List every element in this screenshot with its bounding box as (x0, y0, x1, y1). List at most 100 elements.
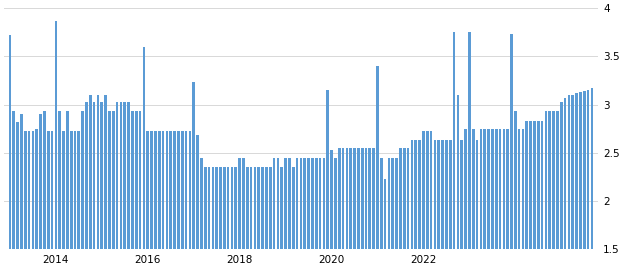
Bar (510, 34, 513, 269)
Bar (93, 102, 95, 269)
Bar (563, 98, 567, 269)
Bar (169, 131, 172, 269)
Bar (265, 167, 268, 269)
Bar (376, 66, 379, 269)
Bar (100, 102, 103, 269)
Bar (219, 167, 222, 269)
Bar (346, 148, 348, 269)
Bar (506, 129, 509, 269)
Bar (238, 158, 241, 269)
Bar (560, 102, 563, 269)
Bar (154, 131, 157, 269)
Bar (399, 148, 402, 269)
Bar (285, 158, 287, 269)
Bar (414, 140, 417, 269)
Bar (269, 167, 271, 269)
Bar (437, 140, 440, 269)
Bar (223, 167, 226, 269)
Bar (131, 111, 134, 269)
Bar (388, 158, 391, 269)
Bar (36, 129, 38, 269)
Bar (158, 131, 160, 269)
Bar (70, 131, 72, 269)
Bar (303, 158, 306, 269)
Bar (165, 131, 168, 269)
Bar (188, 131, 191, 269)
Bar (120, 102, 122, 269)
Bar (464, 129, 467, 269)
Bar (173, 131, 176, 269)
Bar (12, 111, 15, 269)
Bar (200, 158, 203, 269)
Bar (258, 167, 260, 269)
Bar (300, 158, 302, 269)
Bar (307, 158, 310, 269)
Bar (108, 111, 111, 269)
Bar (51, 131, 54, 269)
Bar (533, 121, 536, 269)
Bar (315, 158, 318, 269)
Bar (185, 131, 187, 269)
Bar (47, 131, 49, 269)
Bar (418, 140, 421, 269)
Bar (541, 121, 544, 269)
Bar (54, 21, 57, 269)
Bar (468, 32, 470, 269)
Bar (518, 129, 520, 269)
Bar (127, 102, 130, 269)
Bar (499, 129, 501, 269)
Bar (250, 167, 253, 269)
Bar (391, 158, 394, 269)
Bar (495, 129, 497, 269)
Bar (579, 92, 582, 269)
Bar (235, 167, 237, 269)
Bar (484, 129, 486, 269)
Bar (548, 111, 551, 269)
Bar (74, 131, 76, 269)
Bar (261, 167, 264, 269)
Bar (361, 148, 364, 269)
Bar (162, 131, 164, 269)
Bar (449, 140, 452, 269)
Bar (20, 114, 22, 269)
Bar (112, 111, 115, 269)
Bar (231, 167, 233, 269)
Bar (326, 90, 329, 269)
Bar (89, 95, 92, 269)
Bar (426, 131, 429, 269)
Bar (204, 167, 207, 269)
Bar (395, 158, 398, 269)
Bar (212, 167, 214, 269)
Bar (104, 95, 107, 269)
Bar (422, 131, 425, 269)
Bar (142, 47, 145, 269)
Bar (353, 148, 356, 269)
Bar (556, 111, 558, 269)
Bar (572, 95, 574, 269)
Bar (280, 167, 283, 269)
Bar (522, 129, 524, 269)
Bar (124, 102, 126, 269)
Bar (135, 111, 138, 269)
Bar (472, 129, 475, 269)
Bar (514, 111, 517, 269)
Bar (334, 158, 337, 269)
Bar (475, 140, 479, 269)
Bar (43, 111, 46, 269)
Bar (273, 158, 275, 269)
Bar (502, 129, 505, 269)
Bar (288, 158, 291, 269)
Bar (384, 179, 386, 269)
Bar (276, 158, 280, 269)
Bar (338, 148, 341, 269)
Bar (545, 111, 547, 269)
Bar (66, 111, 69, 269)
Bar (529, 121, 532, 269)
Bar (246, 167, 248, 269)
Bar (215, 167, 218, 269)
Bar (39, 114, 42, 269)
Bar (116, 102, 119, 269)
Bar (407, 148, 409, 269)
Bar (59, 111, 61, 269)
Bar (342, 148, 344, 269)
